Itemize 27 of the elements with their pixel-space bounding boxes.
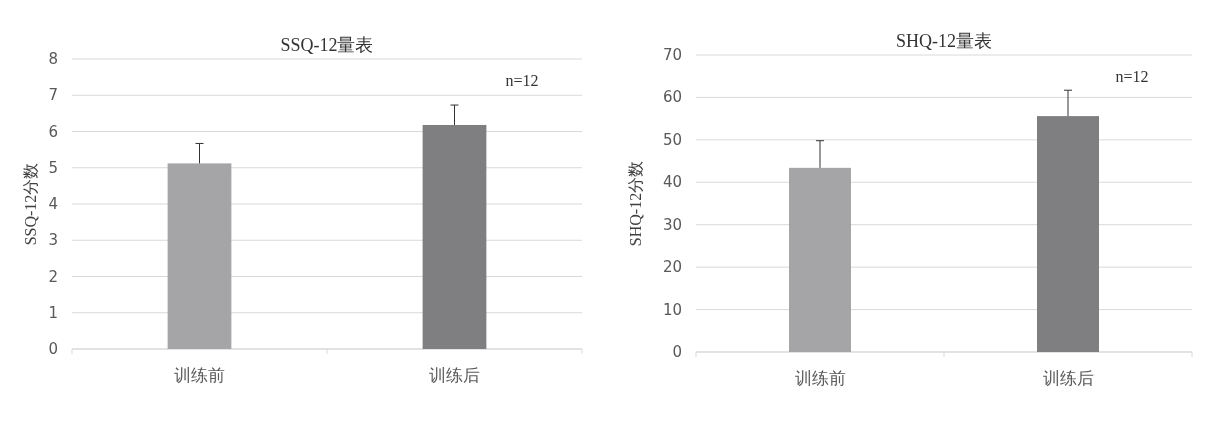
y-axis-title: SHQ-12分数 — [627, 160, 644, 247]
y-tick-label: 0 — [672, 343, 682, 361]
y-tick-label: 3 — [48, 231, 58, 250]
y-tick-label: 4 — [48, 195, 58, 213]
y-tick-label: 7 — [48, 86, 58, 105]
y-tick-label: 0 — [48, 340, 58, 358]
chart-title: SSQ-12量表 — [280, 35, 374, 55]
annotation: n=12 — [505, 72, 539, 89]
y-axis-title: SSQ-12分数 — [22, 162, 39, 246]
annotation: n=12 — [1115, 68, 1149, 85]
chart-title: SHQ-12量表 — [895, 31, 993, 51]
x-tick-label: 训练前 — [174, 365, 225, 385]
x-tick-label: 训练后 — [429, 365, 480, 385]
y-tick-label: 8 — [48, 50, 58, 68]
y-tick-label: 2 — [48, 267, 58, 286]
y-tick-label: 70 — [662, 46, 682, 64]
y-tick-label: 1 — [48, 303, 58, 322]
y-tick-label: 20 — [662, 258, 682, 277]
x-tick-label: 训练后 — [1042, 368, 1094, 388]
y-tick-label: 10 — [662, 300, 682, 319]
y-tick-label: 60 — [662, 88, 682, 107]
x-tick-label: 训练前 — [794, 368, 846, 388]
y-tick-label: 5 — [48, 158, 58, 177]
y-tick-label: 40 — [662, 173, 682, 192]
y-tick-label: 6 — [48, 122, 58, 141]
y-tick-label: 30 — [662, 215, 682, 234]
y-tick-label: 50 — [662, 130, 682, 149]
